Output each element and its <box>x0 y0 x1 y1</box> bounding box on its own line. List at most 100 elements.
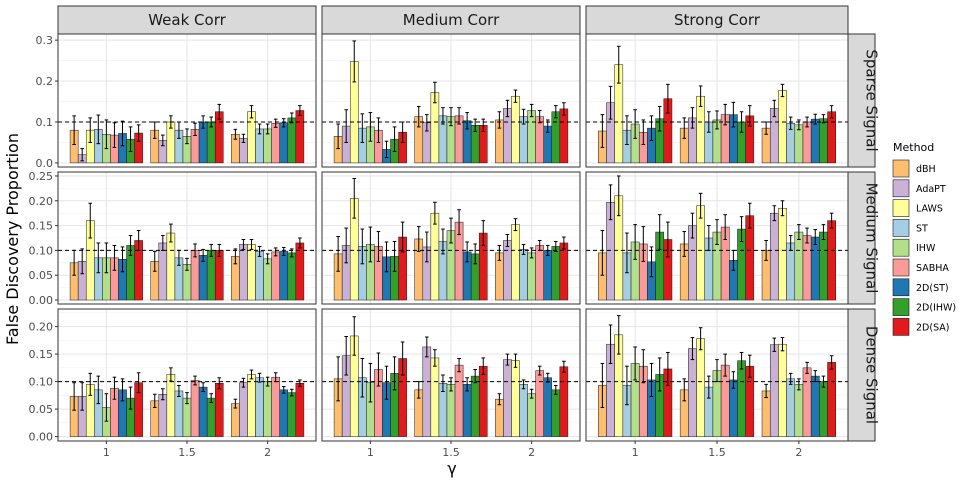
bar-2d-st <box>810 118 820 164</box>
row-strip-label: Dense Signal <box>863 326 881 424</box>
column-strip-label: Medium Corr <box>403 11 500 29</box>
bar-2d-ihw <box>206 121 216 164</box>
bar-2d-st <box>810 236 820 301</box>
bar-st <box>174 390 184 437</box>
legend-label: SABHA <box>916 263 949 274</box>
bar-laws <box>511 224 520 301</box>
row-strip-medium-signal <box>847 171 876 305</box>
legend-key-laws <box>892 199 910 217</box>
legend-label: dBH <box>916 164 936 175</box>
bar-laws <box>430 212 440 301</box>
column-strip-weak-corr <box>57 5 317 35</box>
y-tick-label: 0.05 <box>29 269 54 282</box>
bar-ihw <box>794 124 804 164</box>
bar-laws <box>511 360 520 437</box>
bar-2d-st <box>198 255 208 301</box>
bar-sabha <box>271 122 280 164</box>
bar-st <box>255 251 264 301</box>
bar-ihw <box>446 384 456 437</box>
bar-2d-sa <box>559 242 569 301</box>
legend-label: 2D(IHW) <box>916 303 956 314</box>
bar-2d-sa <box>827 220 836 301</box>
panel-border <box>57 171 317 305</box>
bar-ihw <box>527 393 536 437</box>
bar-2d-sa <box>295 242 305 301</box>
row-strip-label: Sparse Signal <box>863 49 881 151</box>
bar-adapt <box>239 244 248 301</box>
row-strip-dense-signal <box>847 308 876 442</box>
bar-2d-ihw <box>470 375 480 437</box>
bar-2d-ihw <box>287 117 297 164</box>
y-tick-label: 0.2 <box>36 75 54 88</box>
panel-medium-signal-weak-corr <box>57 171 317 305</box>
bar-2d-sa <box>295 110 305 164</box>
panel-border <box>585 33 849 168</box>
bar-2d-ihw <box>206 397 216 437</box>
legend-label: 2D(ST) <box>916 283 949 294</box>
bar-2d-ihw <box>737 360 746 437</box>
bar-2d-sa <box>559 366 569 437</box>
column-strip-strong-corr <box>585 5 849 35</box>
legend: Method dBH AdaPT LAWS ST IHW SABHA 2D(ST) 2D(IH… <box>892 141 956 336</box>
x-tick-label: 1 <box>367 446 374 459</box>
x-tick-label: 1 <box>632 446 639 459</box>
bar-sabha <box>271 251 280 301</box>
legend-key-st <box>892 219 910 237</box>
x-axis-title: γ <box>447 459 456 478</box>
bar-2d-ihw <box>819 118 828 164</box>
bar-adapt <box>503 240 512 301</box>
bar-ihw <box>527 110 536 164</box>
bar-sabha <box>454 364 464 437</box>
y-tick-label: 0.3 <box>36 34 54 47</box>
bar-sabha <box>535 370 544 437</box>
bar-2d-ihw <box>551 389 561 437</box>
bar-laws <box>511 95 520 164</box>
y-tick-label: 0.10 <box>29 244 54 257</box>
bar-2d-sa <box>214 250 224 301</box>
panel-sparse-signal-medium-corr <box>321 33 581 168</box>
bar-ihw <box>794 231 804 301</box>
bar-laws <box>247 374 256 437</box>
bar-2d-sa <box>478 365 488 437</box>
panel-border <box>57 33 317 168</box>
bar-sabha <box>802 235 812 301</box>
bar-ihw <box>263 258 272 301</box>
bar-2d-ihw <box>819 381 828 437</box>
bar-adapt <box>503 359 512 437</box>
bar-2d-st <box>543 250 553 301</box>
bar-laws <box>778 343 787 437</box>
bar-laws <box>166 374 176 437</box>
bar-sabha <box>802 121 812 164</box>
bar-2d-st <box>198 386 208 437</box>
bar-laws <box>696 205 705 301</box>
legend-label: LAWS <box>916 204 943 215</box>
bar-ihw <box>794 384 804 437</box>
row-strip-sparse-signal <box>847 33 876 168</box>
panel-dense-signal-strong-corr <box>585 308 849 442</box>
x-tick-label: 2 <box>528 446 535 459</box>
bar-2d-sa <box>295 383 305 437</box>
bar-laws <box>247 244 256 301</box>
bar-laws <box>696 338 705 437</box>
y-axis-title: False Discovery Proportion <box>3 133 22 345</box>
panel-dense-signal-medium-corr <box>321 308 581 442</box>
bar-2d-sa <box>214 383 224 437</box>
y-tick-label: 0.05 <box>29 403 54 416</box>
y-tick-label: 0.00 <box>29 294 54 307</box>
column-strip-label: Weak Corr <box>148 11 226 29</box>
panel-medium-signal-medium-corr <box>321 171 581 305</box>
legend-title: Method <box>893 141 934 154</box>
legend-label: IHW <box>916 243 936 254</box>
bar-adapt <box>239 382 248 437</box>
bar-2d-st <box>462 384 472 437</box>
panel-dense-signal-weak-corr <box>57 308 317 442</box>
y-tick-label: 0.10 <box>29 376 54 389</box>
bar-2d-st <box>810 375 820 437</box>
bar-laws <box>166 232 176 301</box>
bar-2d-st <box>279 389 289 437</box>
legend-key-dbh <box>892 159 910 178</box>
y-tick-label: 0.20 <box>29 195 54 208</box>
bar-st <box>519 249 528 301</box>
bar-adapt <box>422 346 432 437</box>
bar-adapt <box>158 394 168 437</box>
